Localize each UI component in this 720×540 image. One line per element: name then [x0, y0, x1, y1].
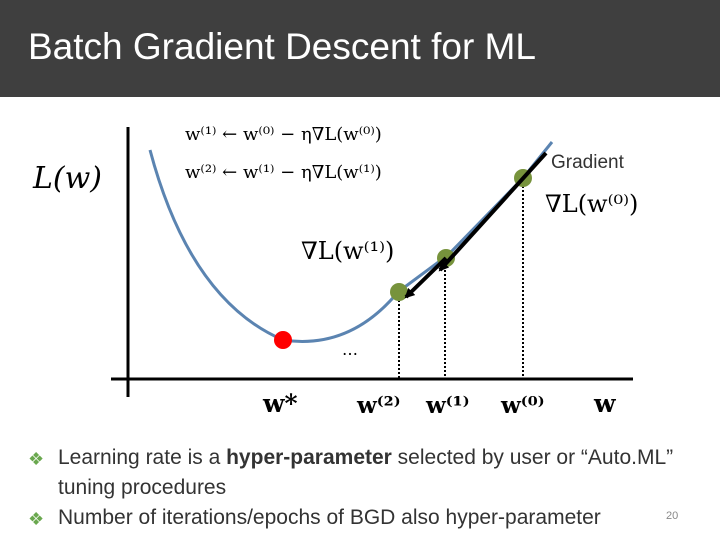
- gradient-descent-diagram: w⁽¹⁾ ← w⁽⁰⁾ − η∇L(w⁽⁰⁾) w⁽²⁾ ← w⁽¹⁾ − η∇…: [32, 124, 638, 419]
- diamond-bullet-icon: ❖: [28, 449, 45, 469]
- optimum-point: [274, 331, 292, 349]
- axis-label-w: w: [593, 389, 617, 418]
- bullet-1-bold-term: hyper-parameter: [226, 446, 392, 469]
- bullet-item-epochs: ❖ Number of iterations/epochs of BGD als…: [28, 503, 688, 534]
- bullet-2-part-1: Number of iterations/epochs of BGD also …: [58, 506, 601, 529]
- bullet-text-2: Number of iterations/epochs of BGD also …: [58, 503, 688, 533]
- iterate-point-w2: [390, 283, 408, 301]
- bullet-text-1: Learning rate is a hyper-parameter selec…: [58, 443, 688, 503]
- bullet-list: ❖ Learning rate is a hyper-parameter sel…: [28, 443, 688, 534]
- slide-title: Batch Gradient Descent for ML: [28, 26, 536, 67]
- diamond-bullet-icon: ❖: [28, 509, 45, 529]
- gradient-0-label: ∇L(w⁽⁰⁾): [545, 190, 638, 218]
- gradient-arrow-1: [404, 256, 448, 299]
- bullet-1-part-3: selected by user or “Auto.ML” tuning pro…: [58, 446, 674, 499]
- bullet-item-learning-rate: ❖ Learning rate is a hyper-parameter sel…: [28, 443, 688, 503]
- gradient-label: Gradient: [551, 152, 625, 173]
- ellipsis-label: …: [342, 340, 358, 359]
- bullet-1-part-1: Learning rate is a: [58, 446, 227, 469]
- axis-label-w1: w⁽¹⁾: [425, 392, 470, 419]
- gradient-arrow-0: [438, 151, 548, 272]
- loss-label: L(w): [32, 161, 102, 196]
- update-rule-2: w⁽²⁾ ← w⁽¹⁾ − η∇L(w⁽¹⁾): [185, 162, 382, 183]
- title-bar: Batch Gradient Descent for ML: [0, 0, 720, 97]
- axis-label-w2: w⁽²⁾: [356, 392, 401, 419]
- axis-label-w0: w⁽⁰⁾: [500, 392, 545, 419]
- axis-label-w-star: w*: [262, 389, 298, 418]
- page-number: 20: [666, 510, 679, 522]
- update-rule-1: w⁽¹⁾ ← w⁽⁰⁾ − η∇L(w⁽⁰⁾): [185, 124, 382, 145]
- gradient-1-label: ∇L(w⁽¹⁾): [301, 237, 394, 265]
